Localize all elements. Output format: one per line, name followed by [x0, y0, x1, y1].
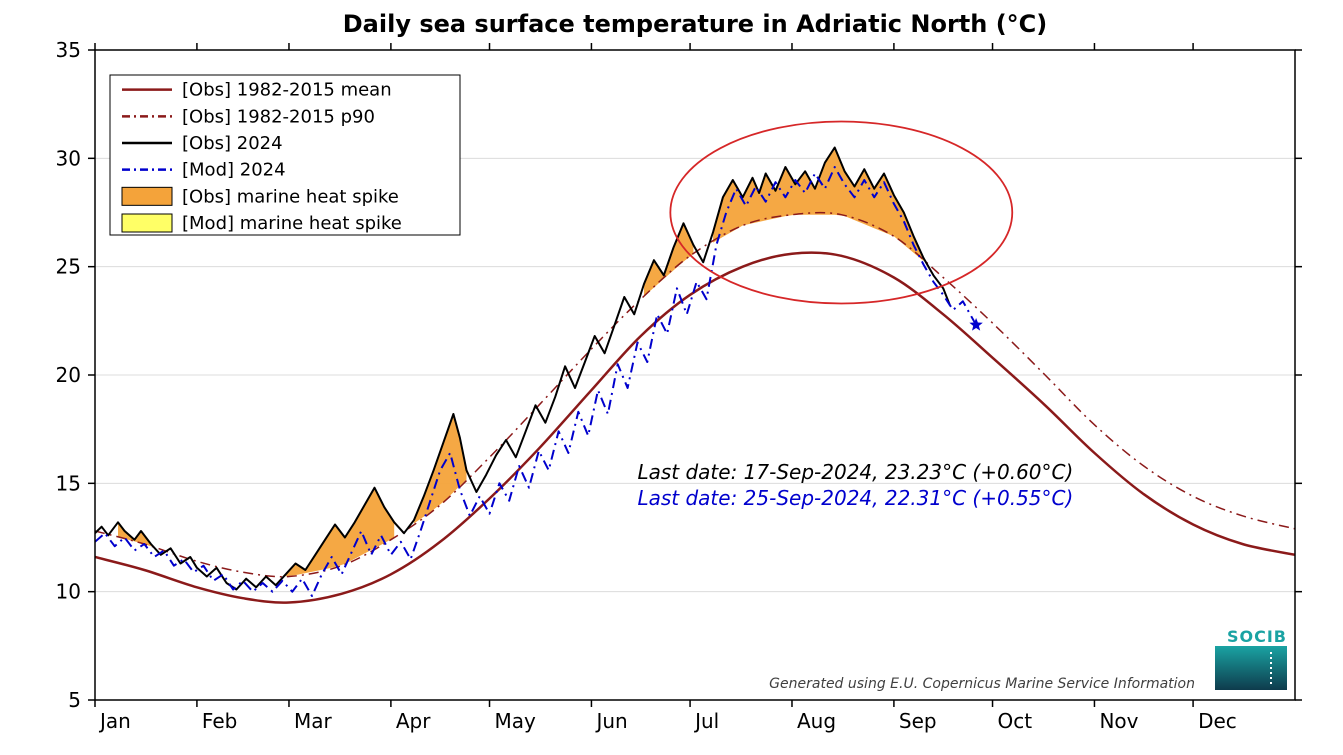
y-tick-label: 35 — [56, 38, 81, 62]
y-tick-label: 10 — [56, 580, 81, 604]
logo-label: SOCIB — [1227, 627, 1287, 646]
obs-last-date-text: Last date: 17-Sep-2024, 23.23°C (+0.60°C… — [637, 460, 1073, 484]
x-tick-label: Jun — [594, 709, 627, 733]
y-tick-label: 20 — [56, 363, 81, 387]
legend-label: [Obs] 2024 — [182, 133, 283, 154]
legend-swatch — [122, 214, 172, 232]
legend-label: [Mod] 2024 — [182, 160, 286, 181]
y-tick-label: 15 — [56, 471, 81, 495]
sst-chart: 5 10 15 20 25 30 35 Jan Feb Mar Apr May Jun Jul Aug Sep… — [0, 0, 1343, 755]
x-tick-label: Jan — [98, 709, 131, 733]
x-tick-label: Nov — [1099, 709, 1138, 733]
x-tick-label: Apr — [396, 709, 431, 733]
x-tick-label: Mar — [294, 709, 333, 733]
y-tick-label: 30 — [56, 146, 81, 170]
credit-text: Generated using E.U. Copernicus Marine S… — [769, 676, 1195, 692]
logo-icon — [1215, 646, 1287, 690]
x-tick-label: Sep — [899, 709, 937, 733]
x-tick-label: Aug — [797, 709, 836, 733]
legend-label: [Obs] marine heat spike — [182, 186, 399, 207]
x-tick-label: Oct — [998, 709, 1033, 733]
legend-label: [Obs] 1982-2015 p90 — [182, 106, 375, 127]
y-tick-label: 5 — [68, 688, 81, 712]
y-tick-label: 25 — [56, 255, 81, 279]
x-tick-label: May — [495, 709, 537, 733]
x-tick-label: Dec — [1198, 709, 1237, 733]
x-tick-label: Feb — [202, 709, 237, 733]
legend-label: [Mod] marine heat spike — [182, 213, 402, 234]
mod-last-date-text: Last date: 25-Sep-2024, 22.31°C (+0.55°C… — [637, 486, 1073, 510]
legend-label: [Obs] 1982-2015 mean — [182, 80, 392, 101]
x-tick-label: Jul — [693, 709, 719, 733]
legend-swatch — [122, 187, 172, 205]
chart-title: Daily sea surface temperature in Adriati… — [343, 10, 1048, 38]
